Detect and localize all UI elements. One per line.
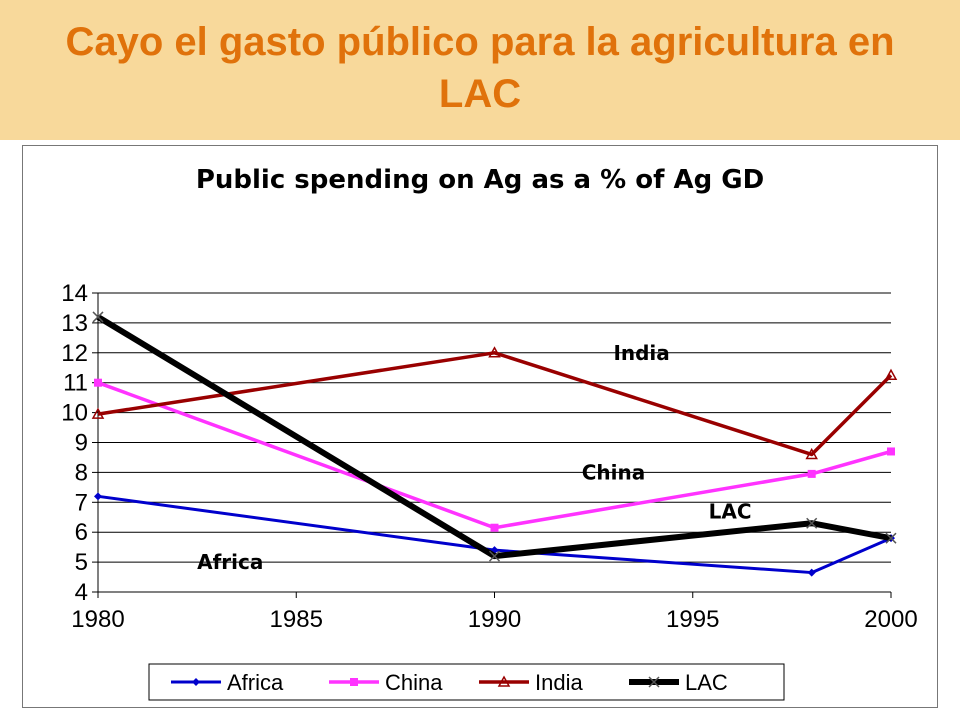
chart-frame: Public spending on Ag as a % of Ag GD 4 5 6… xyxy=(22,145,938,708)
y-tick-label: 13 xyxy=(61,310,88,337)
title-banner: Cayo el gasto público para la agricultur… xyxy=(0,0,960,140)
series-line-india xyxy=(97,351,893,457)
chart-title: Public spending on Ag as a % of Ag GD xyxy=(196,165,764,195)
annotation-africa: Africa xyxy=(197,550,263,574)
data-point-africa xyxy=(807,568,816,577)
y-tick-label: 10 xyxy=(61,400,88,427)
legend-label-china: China xyxy=(385,670,443,695)
legend-marker-africa xyxy=(192,678,200,686)
annotation-china: China xyxy=(582,460,646,484)
y-tick-label: 6 xyxy=(75,519,88,546)
legend-label-africa: Africa xyxy=(227,670,284,695)
data-point-china xyxy=(490,523,499,532)
slide-title-line-1: Cayo el gasto público para la agricultur… xyxy=(65,20,895,64)
y-tick-label: 11 xyxy=(63,370,88,397)
x-tick-label: 2000 xyxy=(864,606,917,633)
data-point-india xyxy=(805,447,818,460)
x-tick-label: 1990 xyxy=(468,606,521,633)
data-point-africa xyxy=(94,492,102,501)
y-tick-label: 14 xyxy=(61,280,88,307)
x-tick-label: 1995 xyxy=(666,606,719,633)
legend-marker-india xyxy=(497,675,511,687)
slide-title-line-2: LAC xyxy=(438,72,522,116)
data-point-lac xyxy=(806,517,818,529)
y-tick-label: 5 xyxy=(75,549,88,576)
line-chart: Public spending on Ag as a % of Ag GD 4 5 6… xyxy=(61,165,918,701)
slide-title: Cayo el gasto público para la agricultur… xyxy=(0,16,960,120)
x-tick-label: 1985 xyxy=(270,606,323,633)
data-point-china xyxy=(887,447,895,456)
y-tick-label: 12 xyxy=(61,340,88,367)
data-point-lac xyxy=(885,532,897,544)
x-tick-label: 1980 xyxy=(71,606,124,633)
legend-marker-china xyxy=(350,678,358,686)
y-tick-label: 9 xyxy=(75,430,88,457)
y-tick-label: 4 xyxy=(75,579,88,606)
legend-marker-lac xyxy=(648,676,660,688)
data-point-lac xyxy=(92,311,104,323)
series-line-china xyxy=(97,381,892,530)
data-point-lac xyxy=(488,550,501,562)
data-point-india xyxy=(91,407,105,419)
data-point-china xyxy=(94,378,102,387)
annotation-lac: LAC xyxy=(709,499,752,523)
legend-label-india: India xyxy=(535,670,583,695)
data-point-india xyxy=(488,346,501,358)
data-point-china xyxy=(807,469,816,478)
y-tick-label: 7 xyxy=(75,489,88,516)
data-point-india xyxy=(884,368,898,380)
series-line-africa xyxy=(97,494,892,575)
y-tick-label: 8 xyxy=(75,459,88,486)
annotation-india: India xyxy=(613,341,669,365)
legend-label-lac: LAC xyxy=(685,670,728,695)
series-line-lac xyxy=(96,314,892,560)
